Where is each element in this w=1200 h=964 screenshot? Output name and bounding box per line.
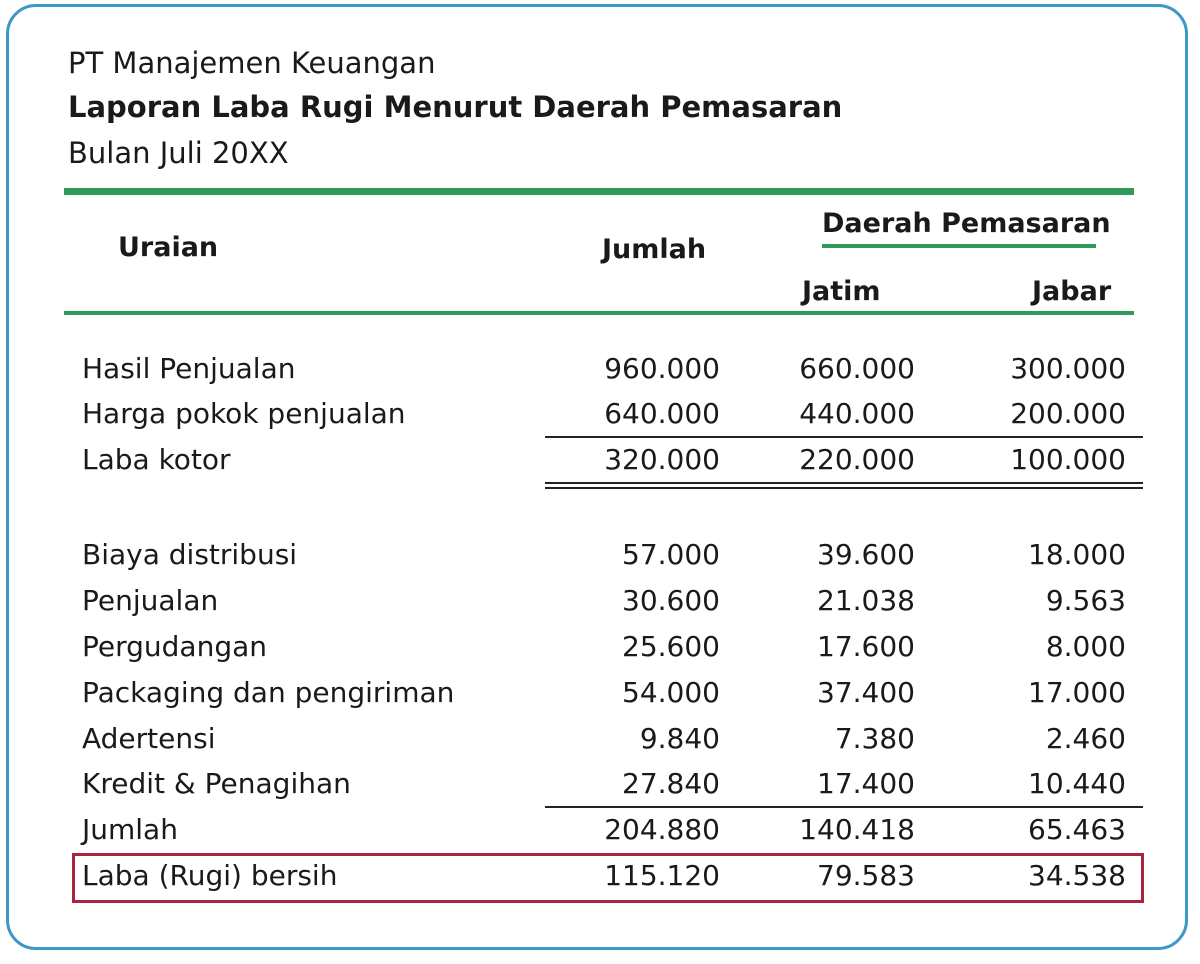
cell-jumlah: 640.000 <box>604 397 720 430</box>
cell-jabar: 10.440 <box>1028 767 1126 800</box>
cell-jabar: 9.563 <box>1045 584 1126 617</box>
column-header-jumlah: Jumlah <box>602 234 707 265</box>
cell-jatim: 7.380 <box>834 722 915 755</box>
cell-jabar: 65.463 <box>1028 813 1126 846</box>
header-top-rule <box>64 188 1134 195</box>
cell-jatim: 440.000 <box>799 397 915 430</box>
table-row: Biaya distribusi 57.000 39.600 18.000 <box>0 538 1200 578</box>
table-row: Laba kotor 320.000 220.000 100.000 <box>0 443 1200 483</box>
company-name: PT Manajemen Keuangan <box>68 46 436 80</box>
row-label: Laba kotor <box>82 443 231 476</box>
column-header-uraian: Uraian <box>118 232 219 263</box>
cell-jabar: 100.000 <box>1010 443 1126 476</box>
cell-jumlah: 115.120 <box>604 859 720 892</box>
row-label: Adertensi <box>82 722 216 755</box>
column-group-daerah-pemasaran: Daerah Pemasaran <box>822 208 1111 239</box>
cell-jabar: 200.000 <box>1010 397 1126 430</box>
double-rule-top <box>545 482 1143 484</box>
table-row: Kredit & Penagihan 27.840 17.400 10.440 <box>0 767 1200 807</box>
cell-jumlah: 57.000 <box>622 538 720 571</box>
net-profit-highlight-box <box>72 853 1144 903</box>
cell-jumlah: 54.000 <box>622 676 720 709</box>
cell-jumlah: 25.600 <box>622 630 720 663</box>
cell-jumlah: 204.880 <box>604 813 720 846</box>
report-period: Bulan Juli 20XX <box>68 136 289 170</box>
row-label: Packaging dan pengiriman <box>82 676 455 709</box>
row-label: Laba (Rugi) bersih <box>82 859 338 892</box>
cell-jatim: 21.038 <box>817 584 915 617</box>
cell-jatim: 17.600 <box>817 630 915 663</box>
table-row: Jumlah 204.880 140.418 65.463 <box>0 813 1200 853</box>
table-row: Harga pokok penjualan 640.000 440.000 20… <box>0 397 1200 437</box>
cell-jatim: 39.600 <box>817 538 915 571</box>
subtotal-rule <box>545 436 1143 438</box>
cell-jatim: 660.000 <box>799 352 915 385</box>
row-label: Pergudangan <box>82 630 268 663</box>
cell-jumlah: 27.840 <box>622 767 720 800</box>
column-header-jatim: Jatim <box>802 276 881 307</box>
cell-jatim: 17.400 <box>817 767 915 800</box>
report-frame <box>6 4 1188 950</box>
table-row: Adertensi 9.840 7.380 2.460 <box>0 722 1200 762</box>
cell-jumlah: 320.000 <box>604 443 720 476</box>
row-label: Penjualan <box>82 584 219 617</box>
cell-jatim: 140.418 <box>799 813 915 846</box>
column-header-jabar: Jabar <box>1032 276 1112 307</box>
cell-jabar: 2.460 <box>1045 722 1126 755</box>
cell-jabar: 8.000 <box>1045 630 1126 663</box>
header-bottom-rule <box>64 311 1134 315</box>
cell-jabar: 34.538 <box>1028 859 1126 892</box>
double-rule-bottom <box>545 487 1143 489</box>
cell-jumlah: 30.600 <box>622 584 720 617</box>
cell-jatim: 220.000 <box>799 443 915 476</box>
cell-jabar: 18.000 <box>1028 538 1126 571</box>
row-label: Kredit & Penagihan <box>82 767 351 800</box>
row-label: Hasil Penjualan <box>82 352 296 385</box>
row-label: Jumlah <box>82 813 178 846</box>
table-row: Penjualan 30.600 21.038 9.563 <box>0 584 1200 624</box>
table-row-net-profit: Laba (Rugi) bersih 115.120 79.583 34.538 <box>0 859 1200 899</box>
cell-jumlah: 9.840 <box>639 722 720 755</box>
row-label: Harga pokok penjualan <box>82 397 406 430</box>
cell-jabar: 300.000 <box>1010 352 1126 385</box>
cell-jatim: 37.400 <box>817 676 915 709</box>
column-group-underline <box>822 244 1096 248</box>
cell-jabar: 17.000 <box>1028 676 1126 709</box>
table-row: Packaging dan pengiriman 54.000 37.400 1… <box>0 676 1200 716</box>
cell-jatim: 79.583 <box>817 859 915 892</box>
subtotal-rule <box>545 806 1143 808</box>
table-row: Hasil Penjualan 960.000 660.000 300.000 <box>0 352 1200 392</box>
cell-jumlah: 960.000 <box>604 352 720 385</box>
report-title: Laporan Laba Rugi Menurut Daerah Pemasar… <box>68 90 843 124</box>
row-label: Biaya distribusi <box>82 538 298 571</box>
table-row: Pergudangan 25.600 17.600 8.000 <box>0 630 1200 670</box>
